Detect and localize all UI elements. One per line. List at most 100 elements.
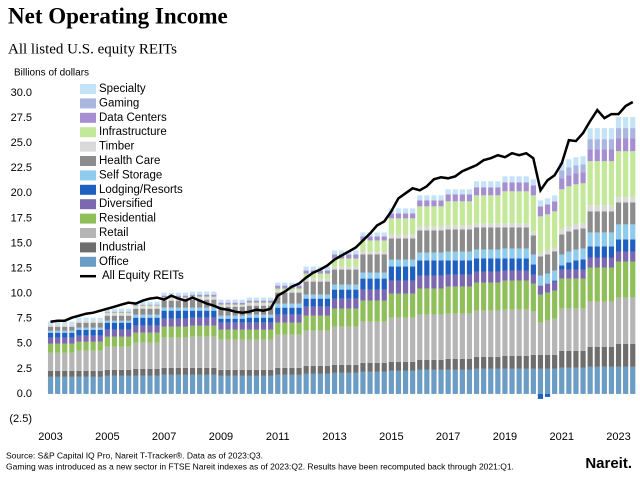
- bar-segment: [587, 246, 593, 258]
- bar-segment: [104, 315, 110, 321]
- bar-segment: [282, 322, 288, 335]
- bar-segment: [211, 299, 217, 308]
- bar-segment: [218, 299, 224, 303]
- bar-segment: [118, 308, 125, 312]
- bar-segment: [303, 278, 309, 282]
- bar-segment: [83, 329, 89, 336]
- bar-segment: [104, 322, 110, 330]
- bar-segment: [445, 251, 451, 261]
- bar-segment: [331, 372, 338, 394]
- bar-segment: [630, 197, 636, 203]
- bar-segment: [282, 307, 288, 315]
- bar-segment: [69, 370, 75, 377]
- bar-segment: [225, 299, 231, 303]
- bar-segment: [623, 366, 629, 394]
- bar-segment: [118, 336, 125, 347]
- bar-segment: [282, 285, 288, 289]
- bar-segment: [310, 373, 316, 394]
- bar-segment: [587, 161, 593, 206]
- bar-segment: [83, 320, 89, 323]
- bar-segment: [367, 371, 373, 394]
- bar-segment: [303, 365, 309, 374]
- bar-segment: [55, 324, 61, 327]
- bar-segment: [97, 329, 103, 336]
- bar-segment: [573, 350, 579, 368]
- bar-segment: [232, 369, 238, 376]
- bar-segment: [594, 267, 600, 302]
- bar-segment: [246, 329, 252, 340]
- bar-segment: [218, 329, 224, 340]
- bar-segment: [587, 211, 593, 233]
- bar-segment: [594, 149, 600, 162]
- bar-segment: [381, 236, 387, 241]
- bar-segment: [310, 281, 316, 295]
- bar-segment: [140, 375, 146, 394]
- bar-segment: [55, 321, 61, 325]
- bar-segment: [154, 325, 160, 333]
- bar-segment: [466, 194, 473, 202]
- bar-segment: [623, 138, 629, 152]
- bar-segment: [246, 322, 252, 330]
- bar-segment: [559, 367, 565, 394]
- bar-segment: [374, 321, 380, 363]
- bar-segment: [324, 365, 331, 374]
- bar-segment: [395, 218, 402, 235]
- bar-segment: [473, 282, 480, 311]
- bar-segment: [275, 367, 281, 375]
- bar-segment: [388, 370, 394, 394]
- bar-segment: [417, 230, 423, 253]
- bar-segment: [111, 313, 118, 316]
- y-tick-label: 2.5: [17, 363, 32, 375]
- bar-segment: [211, 325, 217, 337]
- bar-segment: [537, 275, 544, 286]
- bar-segment: [339, 372, 345, 394]
- bar-segment: [189, 310, 196, 318]
- bar-segment: [260, 317, 267, 323]
- bar-segment: [601, 257, 607, 268]
- bar-segment: [530, 235, 536, 255]
- bar-segment: [268, 339, 274, 370]
- bar-segment: [83, 327, 89, 330]
- bar-segment: [182, 374, 189, 394]
- bar-segment: [260, 339, 267, 370]
- bar-segment: [175, 326, 181, 338]
- bar-segment: [537, 206, 544, 217]
- bar-segment: [466, 225, 473, 230]
- bar-segment: [587, 346, 593, 367]
- legend-swatch: [80, 112, 96, 123]
- bar-segment: [417, 195, 423, 201]
- bar-segment: [445, 369, 451, 394]
- bar-segment: [523, 258, 529, 271]
- bar-segment: [417, 288, 423, 315]
- bar-segment: [289, 334, 295, 368]
- bar-segment: [431, 314, 437, 360]
- bar-segment: [175, 307, 181, 311]
- bar-segment: [537, 256, 544, 276]
- bar-segment: [530, 254, 536, 265]
- bar-segment: [431, 275, 437, 289]
- bar-segment: [559, 278, 565, 309]
- bar-segment: [516, 182, 522, 192]
- bar-segment: [55, 376, 61, 394]
- bar-segment: [395, 234, 402, 239]
- bar-segment: [246, 314, 252, 318]
- bar-segment: [466, 229, 473, 252]
- bar-segment: [537, 354, 544, 369]
- bar-segment: [360, 251, 366, 255]
- bar-segment: [438, 275, 444, 289]
- bar-segment: [402, 293, 409, 318]
- legend-swatch: [80, 213, 96, 224]
- bar-segment: [204, 317, 210, 326]
- bar-segment: [268, 329, 274, 340]
- bar-segment: [431, 359, 437, 370]
- bar-segment: [552, 211, 558, 248]
- bar-segment: [374, 300, 380, 322]
- bar-segment: [204, 374, 210, 394]
- bar-segment: [175, 337, 181, 368]
- bar-segment: [417, 369, 423, 394]
- bar-segment: [516, 191, 522, 224]
- bar-segment: [537, 285, 544, 295]
- bar-segment: [594, 128, 600, 140]
- bar-segment: [182, 337, 189, 368]
- bar-segment: [502, 227, 508, 249]
